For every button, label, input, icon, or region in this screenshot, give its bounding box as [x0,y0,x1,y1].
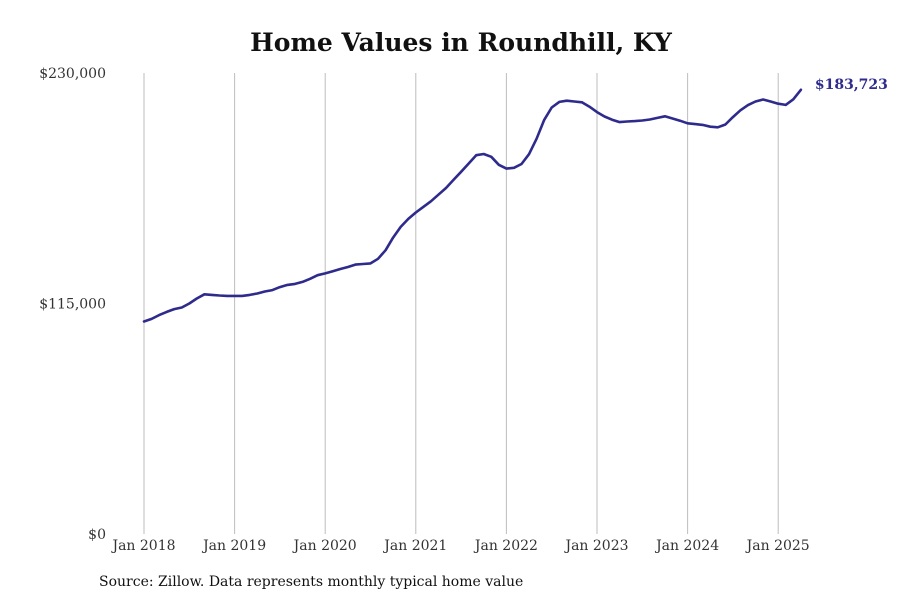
x-tick-label: Jan 2018 [110,538,175,554]
y-tick-label: $230,000 [39,66,106,82]
data-labels: $183,723 [815,77,888,93]
x-tick-label: Jan 2019 [201,538,266,554]
series-layer [142,88,803,323]
gridlines [143,73,779,534]
x-tick-label: Jan 2022 [473,538,538,554]
x-tick-label: Jan 2020 [292,538,357,554]
x-tick-label: Jan 2025 [745,538,810,554]
chart-title: Home Values in Roundhill, KY [250,28,672,57]
y-tick-label: $115,000 [39,297,106,313]
home-value-line [142,88,803,323]
y-tick-label: $0 [88,527,106,543]
x-axis-ticks: Jan 2018 Jan 2019 Jan 2020 Jan 2021 Jan 2022… [110,538,809,554]
x-tick-label: Jan 2023 [563,538,628,554]
source-note: Source: Zillow. Data represents monthly … [99,574,524,590]
x-tick-label: Jan 2021 [382,538,447,554]
x-tick-label: Jan 2024 [654,538,719,554]
end-value-label: $183,723 [815,77,888,93]
y-axis-ticks: $0 $115,000 $230,000 [39,66,106,543]
